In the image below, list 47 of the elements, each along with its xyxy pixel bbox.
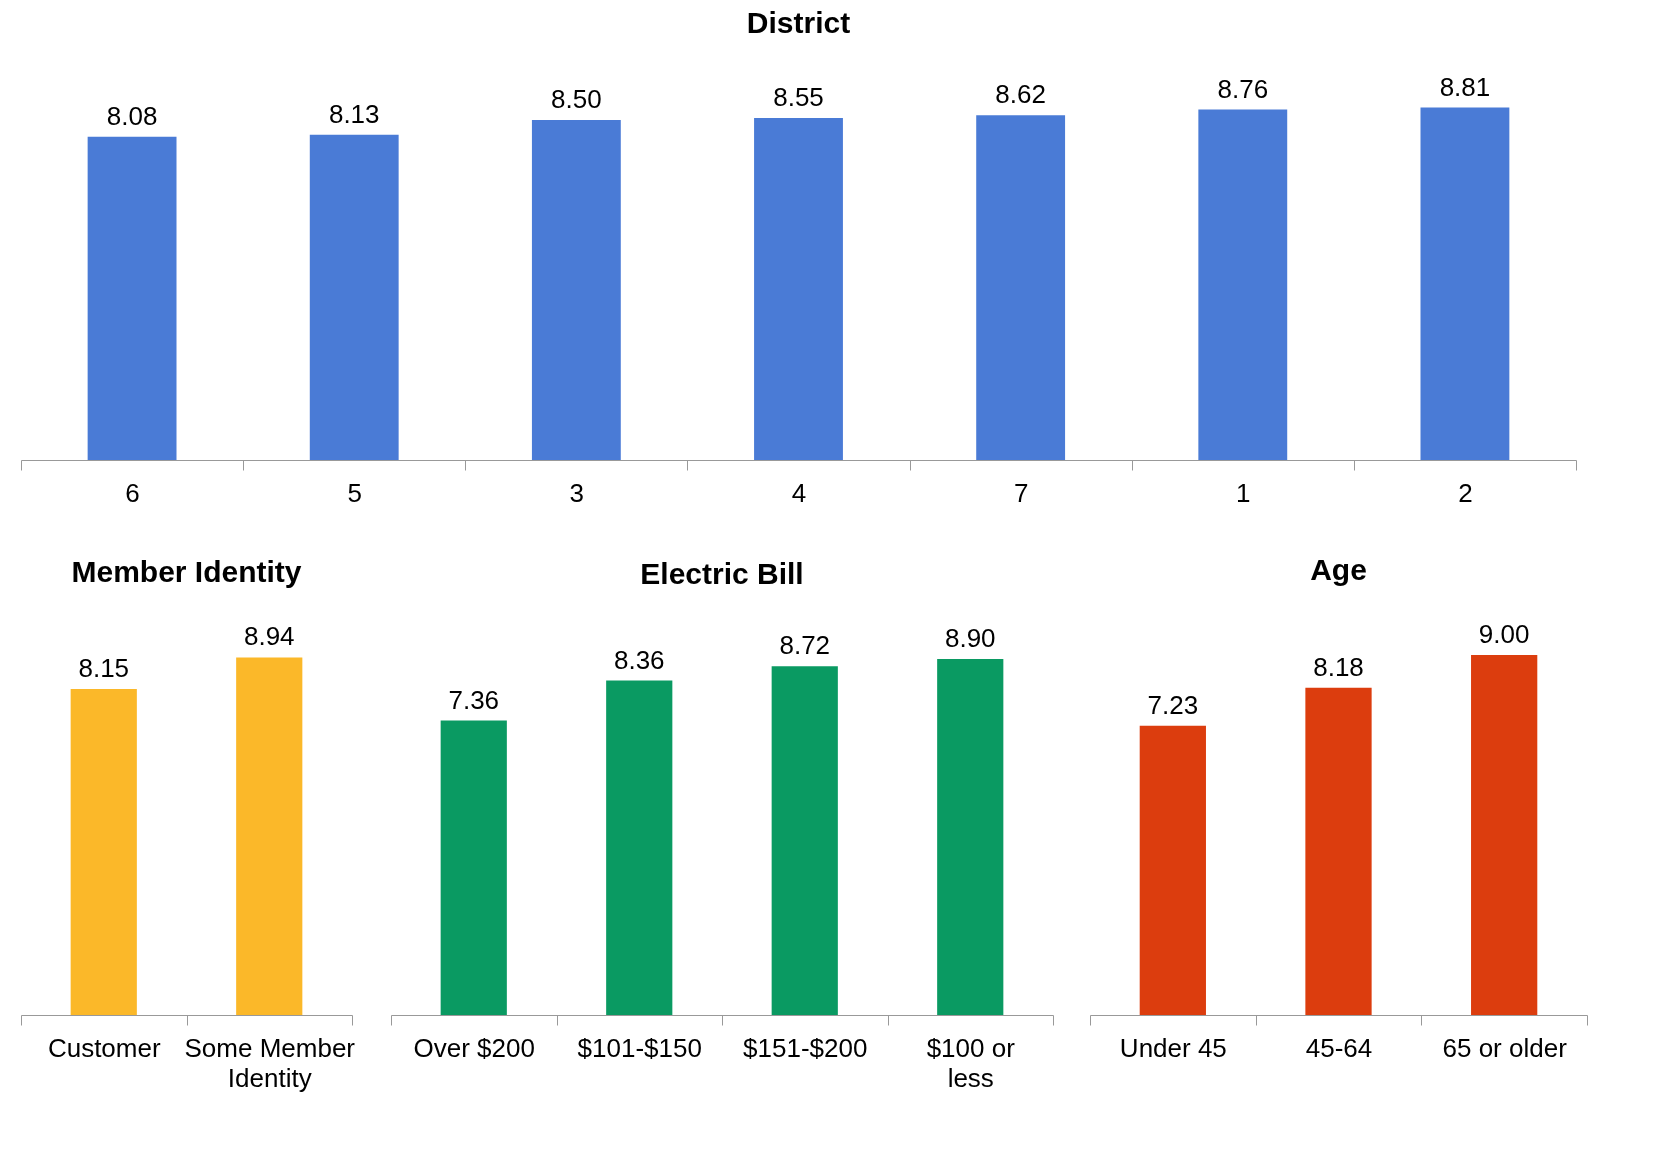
x-tick-label: 6 — [125, 477, 140, 508]
data-label: 8.36 — [613, 644, 665, 675]
bar — [531, 120, 621, 460]
x-tick-label: 45-64 — [1305, 1032, 1373, 1063]
bar — [1420, 107, 1510, 460]
bar — [754, 118, 843, 460]
x-tick-label: 7 — [1013, 477, 1029, 508]
bar — [976, 115, 1066, 460]
bar — [606, 680, 673, 1015]
x-tick-label: $100 or less — [926, 1032, 1016, 1093]
data-label: 8.08 — [106, 100, 158, 131]
x-tick-label: Some Member Identity — [184, 1032, 356, 1093]
chart-title: District — [746, 5, 851, 39]
data-label: 7.23 — [1147, 689, 1199, 720]
x-tick-label: Customer — [47, 1032, 161, 1063]
data-label: 8.76 — [1217, 73, 1269, 104]
data-label: 8.90 — [944, 623, 996, 653]
data-label: 8.50 — [551, 84, 602, 114]
bar — [309, 134, 399, 460]
x-tick-label: 1 — [1236, 477, 1251, 508]
x-tick-label: Under 45 — [1119, 1032, 1227, 1063]
x-tick-label: $151-$200 — [743, 1032, 868, 1063]
data-label: 8.13 — [328, 98, 380, 129]
x-tick-label: 65 or older — [1442, 1032, 1568, 1063]
data-label: 8.81 — [1439, 71, 1491, 102]
x-tick-label: 3 — [569, 477, 585, 508]
x-tick-label: 2 — [1458, 477, 1473, 508]
bar — [937, 659, 1004, 1015]
data-label: 8.55 — [773, 82, 824, 112]
bar — [771, 666, 838, 1015]
bar — [87, 136, 177, 460]
data-label: 8.18 — [1313, 651, 1364, 682]
data-label: 8.94 — [243, 621, 295, 652]
chart-title: Electric Bill — [640, 557, 804, 590]
x-tick-label: $101-$150 — [577, 1032, 702, 1063]
bar — [440, 720, 507, 1015]
data-label: 8.72 — [779, 630, 831, 661]
bar — [1198, 109, 1288, 460]
data-label: 9.00 — [1478, 619, 1530, 649]
data-label: 7.36 — [448, 684, 500, 715]
data-label: 8.15 — [78, 653, 130, 683]
x-tick-label: 4 — [791, 477, 807, 508]
data-label: 8.62 — [995, 79, 1046, 110]
x-tick-label: 5 — [347, 477, 362, 508]
chart-title: Member Identity — [71, 555, 302, 589]
x-tick-label: Over $200 — [413, 1032, 535, 1063]
chart-title: Age — [1310, 553, 1367, 586]
